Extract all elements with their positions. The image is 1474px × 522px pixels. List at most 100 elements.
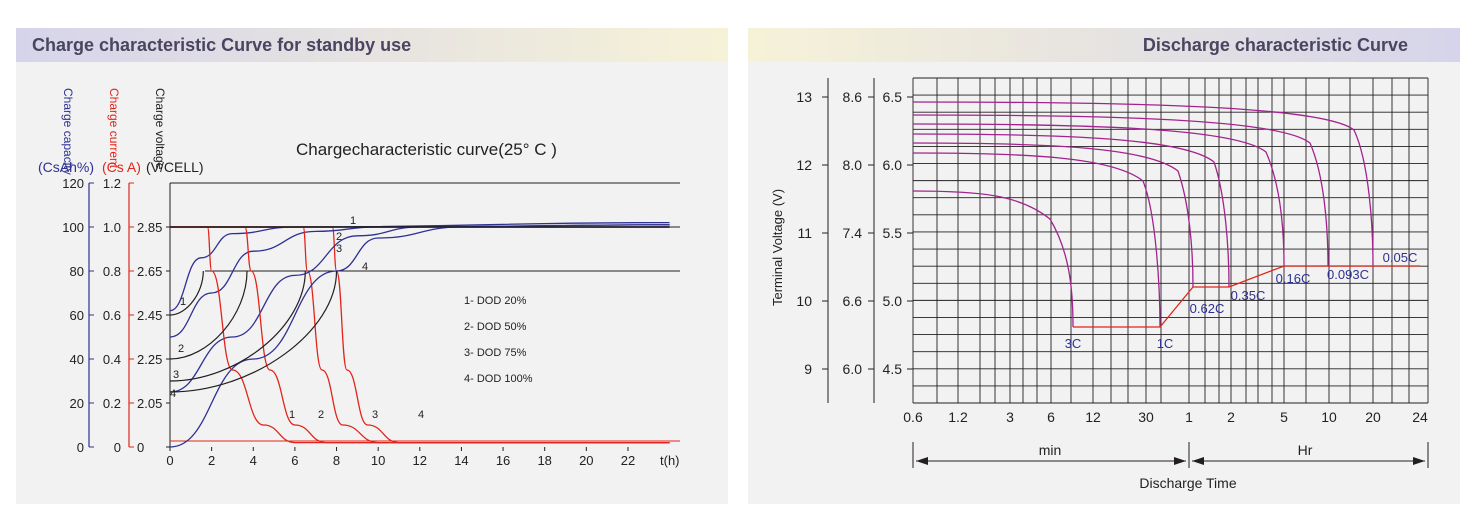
current-unit-label: (Cs A)	[102, 159, 141, 175]
current-tick-label: 0.4	[103, 352, 121, 367]
capacity-axis-label: Charge capacity	[61, 88, 75, 175]
voltage-tick-label: 2.45	[137, 308, 162, 323]
charge-chart: Chargecharacteristic curve(25° C ) Charge…	[38, 88, 680, 468]
x-tick-label: 10	[371, 453, 385, 468]
legend-entry: 2- DOD 50%	[464, 321, 527, 333]
y-tick-label-6V: 6.0	[883, 157, 903, 173]
left-panel-title: Charge characteristic Curve for standby …	[32, 35, 411, 55]
x-tick-label: 1.2	[948, 409, 968, 425]
capacity-curve-1	[169, 221, 670, 312]
curve-number-label: 1	[180, 296, 186, 308]
voltage-unit-label: (V/CELL)	[146, 159, 204, 175]
y-axis-label: Terminal Voltage (V)	[770, 189, 785, 306]
right-panel: Discharge characteristic Curve 910111213…	[748, 28, 1460, 504]
curve-number-label: 2	[336, 231, 342, 243]
arrow-left	[916, 457, 928, 465]
capacity-tick-label: 100	[62, 220, 84, 235]
x-tick-label: 6	[291, 453, 298, 468]
x-tick-label: 18	[537, 453, 551, 468]
endpoint-label-0.05C: 0.05C	[1383, 250, 1418, 265]
x-tick-label: 12	[413, 453, 427, 468]
x-tick-label: 1	[1185, 409, 1193, 425]
x-tick-label: 8	[333, 453, 340, 468]
left-panel-header	[16, 28, 728, 62]
voltage-tick-label: 2.65	[137, 264, 162, 279]
x-tick-label: 16	[496, 453, 510, 468]
voltage-curve-2	[169, 270, 248, 360]
x-tick-label: 2	[208, 453, 215, 468]
current-tick-label: 0.8	[103, 264, 121, 279]
voltage-curve-4	[169, 270, 338, 393]
x-axis-label: Discharge Time	[1139, 475, 1236, 491]
capacity-tick-label: 0	[77, 440, 84, 455]
discharge-curve-1C	[912, 152, 1161, 328]
x-tick-label: 24	[1412, 409, 1428, 425]
arrow-mid-right	[1192, 457, 1204, 465]
x-tick-label: 14	[454, 453, 468, 468]
voltage-curve-1	[169, 270, 204, 316]
current-tick-label: 1.0	[103, 220, 121, 235]
capacity-tick-label: 120	[62, 176, 84, 191]
discharge-curve-0.05C	[912, 101, 1374, 267]
current-axis-label: Charge current	[107, 88, 121, 169]
voltage-tick-label: 2.85	[137, 220, 162, 235]
capacity-unit-label: (CsAh%)	[38, 159, 94, 175]
left-panel: Charge characteristic Curve for standby …	[16, 28, 728, 504]
legend-entry: 1- DOD 20%	[464, 295, 527, 307]
discharge-chart: 9101112136.06.67.48.08.64.55.05.56.06.5T…	[770, 77, 1429, 491]
right-panel-title: Discharge characteristic Curve	[1143, 35, 1408, 55]
y-tick-label-12V: 9	[804, 361, 812, 377]
min-group-label: min	[1039, 442, 1062, 458]
x-axis-label: t(h)	[660, 453, 680, 468]
right-panel-header	[748, 28, 1460, 62]
voltage-tick-label: 2.25	[137, 352, 162, 367]
capacity-tick-label: 40	[70, 352, 84, 367]
left-panel-background	[16, 28, 728, 504]
x-tick-label: 0	[166, 453, 173, 468]
curve-number-label: 3	[372, 409, 378, 421]
voltage-axis-label: Charge voltage	[153, 88, 167, 170]
curve-number-label: 4	[418, 409, 424, 421]
discharge-curve-0.62C	[912, 142, 1194, 288]
endpoint-label-0.093C: 0.093C	[1327, 267, 1369, 282]
x-tick-label: 20	[1365, 409, 1381, 425]
discharge-curve-0.35C	[912, 133, 1230, 288]
hr-group-label: Hr	[1298, 442, 1313, 458]
voltage-tick-label: 2.05	[137, 396, 162, 411]
arrow-mid-left	[1174, 457, 1186, 465]
endpoint-label-0.35C: 0.35C	[1231, 288, 1266, 303]
discharge-curve-0.093C	[912, 114, 1329, 267]
y-tick-label-12V: 13	[796, 89, 812, 105]
y-tick-label-8V: 6.6	[843, 293, 863, 309]
x-tick-label: 5	[1280, 409, 1288, 425]
x-tick-label: 22	[621, 453, 635, 468]
curve-number-label: 2	[318, 409, 324, 421]
curve-number-label: 3	[336, 243, 342, 255]
x-tick-label: 0.6	[903, 409, 923, 425]
endpoint-label-0.16C: 0.16C	[1276, 271, 1311, 286]
curve-number-label: 2	[178, 343, 184, 355]
current-tick-label: 0.6	[103, 308, 121, 323]
capacity-tick-label: 60	[70, 308, 84, 323]
voltage-curve-3	[169, 270, 306, 382]
current-tick-label: 1.2	[103, 176, 121, 191]
current-tick-label: 0.2	[103, 396, 121, 411]
curve-number-label: 4	[362, 261, 368, 273]
endpoint-label-1C: 1C	[1157, 336, 1174, 351]
curve-number-label: 4	[170, 388, 176, 400]
capacity-tick-label: 20	[70, 396, 84, 411]
current-curve-4	[169, 226, 670, 444]
x-tick-label: 30	[1138, 409, 1154, 425]
x-tick-label: 10	[1321, 409, 1337, 425]
endpoint-label-3C: 3C	[1065, 336, 1082, 351]
y-tick-label-12V: 10	[796, 293, 812, 309]
y-tick-label-6V: 6.5	[883, 89, 903, 105]
y-tick-label-12V: 11	[797, 225, 812, 241]
voltage-tick-label: 0	[137, 440, 144, 455]
discharge-curve-3C	[912, 190, 1074, 328]
y-tick-label-6V: 5.0	[883, 293, 903, 309]
arrow-right	[1413, 457, 1425, 465]
y-tick-label-6V: 5.5	[883, 225, 903, 241]
curve-number-label: 1	[350, 215, 356, 227]
